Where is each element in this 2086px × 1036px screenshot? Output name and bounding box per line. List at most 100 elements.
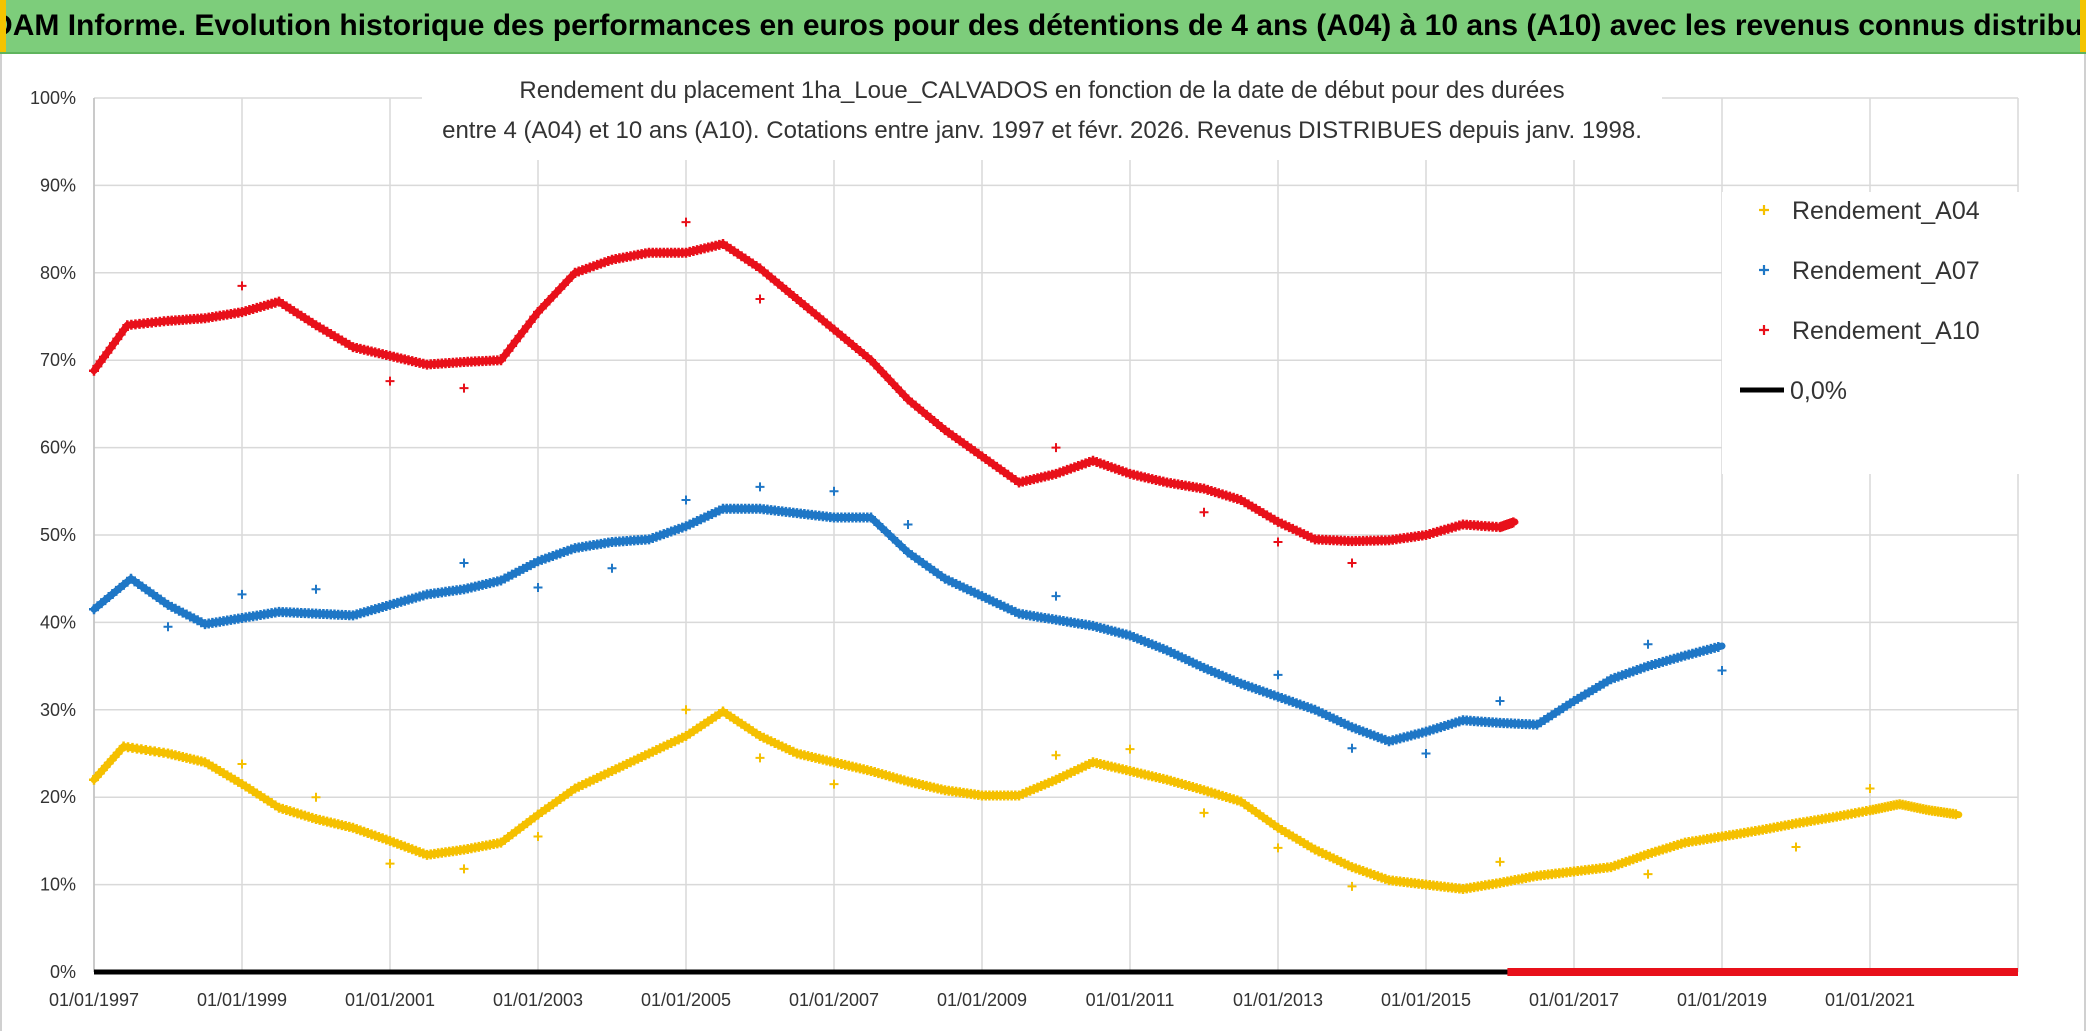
data-marker: [829, 779, 839, 789]
series-rendement-a04: [89, 706, 1963, 894]
legend-label: Rendement_A04: [1792, 197, 1980, 225]
data-marker: [681, 495, 691, 505]
y-tick-label: 30%: [40, 700, 76, 720]
data-marker: [1347, 743, 1357, 753]
report-title: ADAM Informe. Evolution historique des p…: [0, 9, 2086, 42]
data-marker: [1495, 857, 1505, 867]
data-marker: [1950, 809, 1961, 820]
x-tick-label: 01/01/2001: [345, 990, 435, 1010]
data-marker: [1125, 744, 1135, 754]
data-marker: [1791, 842, 1801, 852]
header-left-accent: [0, 0, 6, 52]
data-marker: [755, 753, 765, 763]
data-marker: [237, 759, 247, 769]
data-marker: [1643, 869, 1653, 879]
data-marker: [755, 482, 765, 492]
legend-item: Rendement_A07: [1759, 257, 1980, 285]
x-tick-label: 01/01/2009: [937, 990, 1027, 1010]
series-rendement-a07: [89, 503, 1726, 747]
y-tick-label: 20%: [40, 787, 76, 807]
x-tick-label: 01/01/2021: [1825, 990, 1915, 1010]
x-tick-label: 01/01/1997: [49, 990, 139, 1010]
data-marker: [1199, 808, 1209, 818]
data-marker: [1759, 205, 1769, 215]
data-marker: [385, 859, 395, 869]
performance-chart: 0% 10% 20% 30% 40% 50% 60% 70% 80% 90% 100% 01/01/1…: [30, 62, 2022, 1010]
data-marker: [903, 520, 913, 530]
data-marker: [1051, 443, 1061, 453]
data-marker: [237, 281, 247, 291]
outlier-markers: [163, 217, 1875, 891]
series-line: [90, 708, 1963, 893]
chart-legend: Rendement_A04 Rendement_A07 Rendement_A10 0…: [1722, 192, 2022, 474]
data-marker: [1643, 639, 1653, 649]
data-marker: [1273, 670, 1283, 680]
y-tick-label: 10%: [40, 875, 76, 895]
x-tick-label: 01/01/2007: [789, 990, 879, 1010]
series-line: [90, 505, 1726, 745]
x-tick-label: 01/01/2015: [1381, 990, 1471, 1010]
legend-label: Rendement_A10: [1792, 317, 1980, 345]
chart-area: 0% 10% 20% 30% 40% 50% 60% 70% 80% 90% 100% 01/01/1…: [0, 54, 2086, 1031]
axis-labels: 0% 10% 20% 30% 40% 50% 60% 70% 80% 90% 100% 01/01/1…: [30, 88, 1915, 1010]
data-marker: [533, 832, 543, 842]
data-marker: [1508, 517, 1519, 528]
y-tick-label: 40%: [40, 612, 76, 632]
chart-title-background: [422, 62, 1662, 160]
data-marker: [1495, 696, 1505, 706]
x-tick-label: 01/01/2017: [1529, 990, 1619, 1010]
x-tick-label: 01/01/2003: [493, 990, 583, 1010]
x-tick-label: 01/01/2005: [641, 990, 731, 1010]
chart-title-line2: entre 4 (A04) et 10 ans (A10). Cotations…: [442, 117, 1642, 144]
data-marker: [755, 294, 765, 304]
data-marker: [1199, 507, 1209, 517]
x-tick-label: 01/01/1999: [197, 990, 287, 1010]
data-marker: [681, 217, 691, 227]
data-marker: [1347, 558, 1357, 568]
data-marker: [1273, 843, 1283, 853]
chart-grid: [93, 97, 2019, 973]
data-marker: [1421, 749, 1431, 758]
data-marker: [1717, 665, 1727, 675]
data-marker: [459, 864, 469, 874]
data-marker: [829, 486, 839, 496]
data-marker: [311, 584, 321, 594]
y-tick-label: 50%: [40, 525, 76, 545]
data-marker: [681, 705, 691, 715]
legend-background: [1722, 192, 2022, 474]
data-marker: [1273, 537, 1283, 547]
y-tick-label: 60%: [40, 438, 76, 458]
y-tick-label: 80%: [40, 263, 76, 283]
data-marker: [459, 383, 469, 393]
data-marker: [311, 792, 321, 802]
data-marker: [1865, 783, 1875, 793]
data-marker: [1759, 265, 1769, 275]
data-marker: [533, 582, 543, 592]
legend-label: 0,0%: [1790, 377, 1847, 405]
header-right-accent: [2080, 0, 2086, 52]
series-line: [90, 240, 1519, 545]
data-marker: [1759, 325, 1769, 335]
legend-label: Rendement_A07: [1792, 257, 1980, 285]
x-tick-label: 01/01/2011: [1086, 990, 1175, 1010]
y-tick-label: 90%: [40, 175, 76, 195]
data-marker: [1713, 641, 1724, 652]
data-marker: [237, 589, 247, 599]
legend-item: Rendement_A04: [1759, 197, 1980, 225]
y-tick-label: 100%: [30, 88, 76, 108]
data-marker: [1347, 881, 1357, 891]
series-layer: [89, 217, 2018, 976]
data-marker: [1051, 750, 1061, 760]
series-rendement-a10: [89, 238, 1519, 547]
data-marker: [1051, 591, 1061, 601]
data-marker: [459, 558, 469, 568]
data-marker: [385, 376, 395, 386]
x-tick-label: 01/01/2013: [1233, 990, 1323, 1010]
data-marker: [163, 622, 173, 632]
y-tick-label: 70%: [40, 350, 76, 370]
x-tick-label: 01/01/2019: [1677, 990, 1767, 1010]
chart-title-line1: Rendement du placement 1ha_Loue_CALVADOS…: [519, 77, 1564, 104]
data-marker: [607, 563, 617, 573]
chart-title-layer: Rendement du placement 1ha_Loue_CALVADOS…: [422, 62, 1662, 160]
